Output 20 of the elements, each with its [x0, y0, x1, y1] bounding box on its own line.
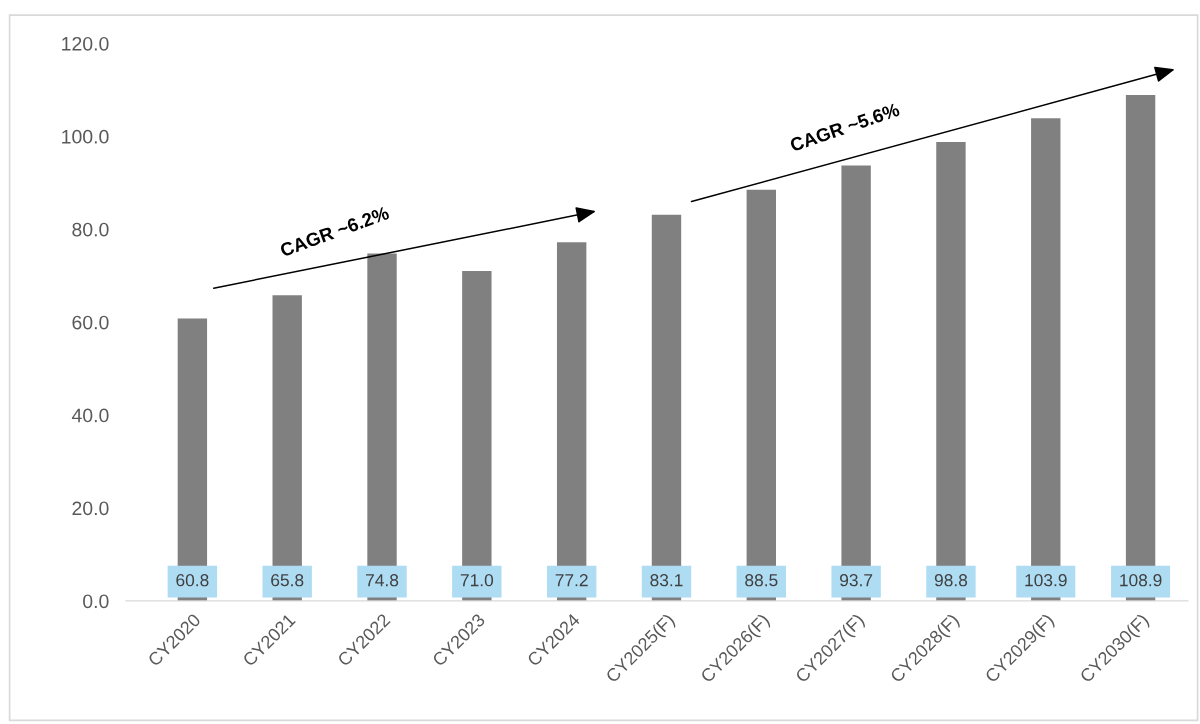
data-label: 93.7: [840, 574, 873, 587]
y-tick-label: 40.0: [71, 408, 109, 423]
y-tick-label: 120.0: [62, 36, 109, 51]
data-label: 103.9: [1025, 574, 1067, 587]
data-label: 71.0: [460, 574, 494, 587]
data-label: 74.8: [366, 574, 399, 587]
data-label: 77.2: [555, 574, 588, 587]
data-label: 98.8: [934, 574, 968, 587]
annotation: CAGR ~6.2%: [279, 206, 390, 258]
y-tick-label: 20.0: [72, 501, 109, 516]
y-tick-label: 100.0: [62, 129, 109, 144]
annotation: CAGR ~5.6%: [789, 102, 901, 152]
y-tick-label: 0.0: [83, 594, 109, 609]
data-label: 65.8: [271, 574, 304, 587]
data-label: 60.8: [176, 574, 209, 587]
data-label: 108.9: [1120, 574, 1162, 587]
y-tick-label: 80.0: [72, 222, 109, 237]
data-label: 83.1: [650, 574, 683, 587]
y-tick-label: 60.0: [72, 315, 109, 330]
data-label: 88.5: [745, 574, 778, 587]
